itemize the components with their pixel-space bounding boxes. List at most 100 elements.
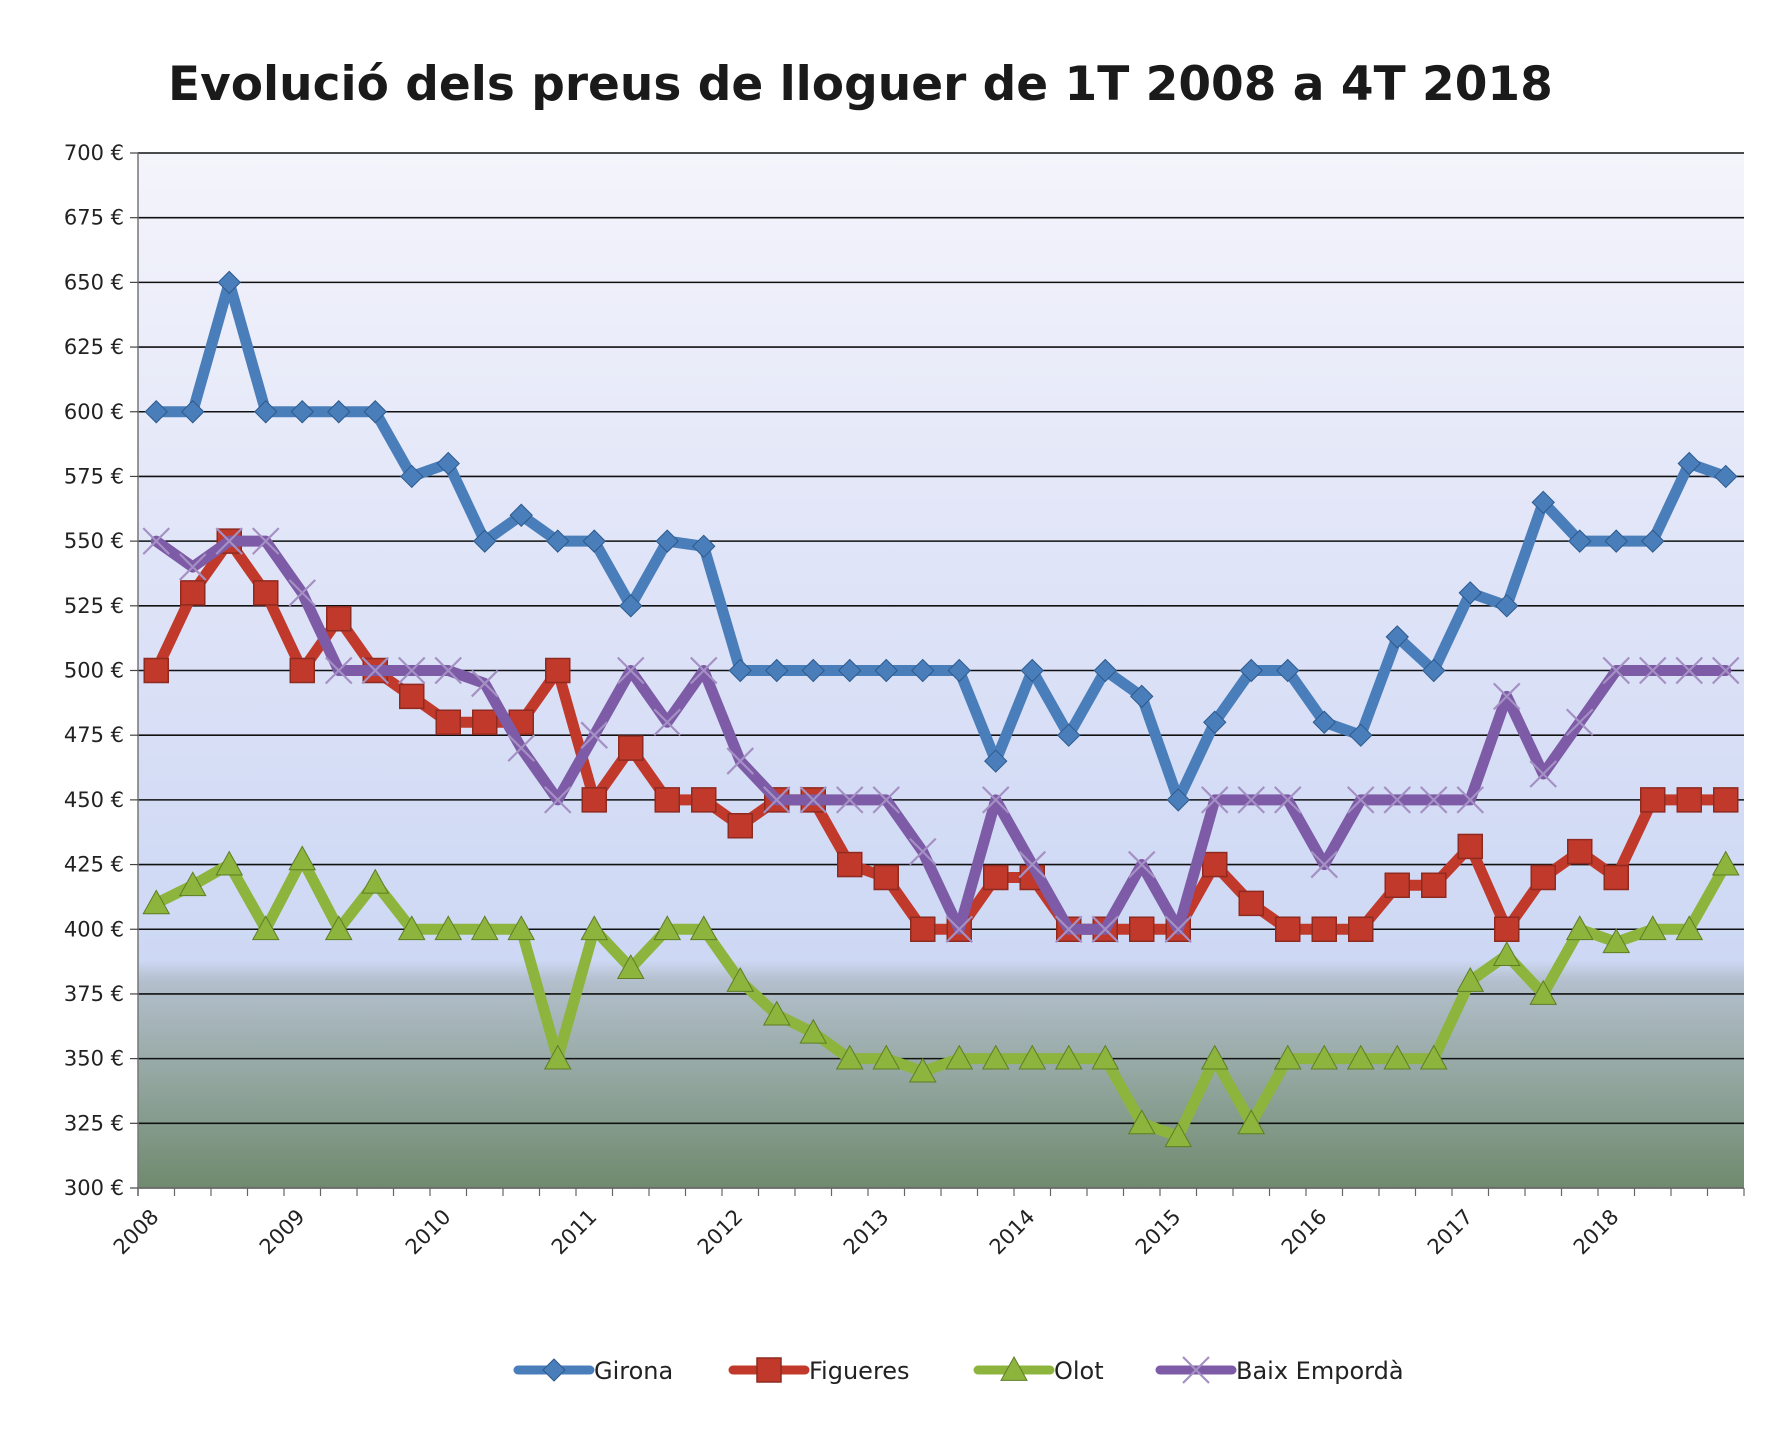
data-point [397,915,426,941]
data-point [1054,1044,1083,1070]
data-point [1057,723,1081,747]
data-point [142,889,171,915]
legend-marker [542,1358,566,1382]
data-point [509,503,533,527]
data-point [507,915,536,941]
data-point [765,658,789,683]
data-point [1492,941,1521,967]
data-point [1238,890,1264,917]
data-point [288,845,317,871]
data-point [1312,710,1336,734]
x-tick-label: 2015 [1131,1205,1186,1260]
data-point [215,850,244,876]
data-point [873,864,899,891]
data-point [180,580,206,606]
data-point [911,658,935,683]
data-point [1164,1122,1193,1148]
x-tick-label: 2016 [1277,1205,1332,1260]
data-point [691,787,717,813]
data-point [692,534,716,559]
data-point [837,851,863,878]
data-point [726,966,755,992]
x-tick-label: 2017 [1423,1205,1478,1260]
data-point [981,786,1010,814]
data-point [400,464,424,489]
data-point [872,1044,901,1070]
data-point [472,709,498,735]
data-point [361,656,390,685]
y-tick-label: 625 € [64,335,124,359]
data-point [1383,1044,1412,1070]
data-point [908,837,937,866]
x-tick-label: 2014 [985,1205,1040,1260]
data-point [546,529,570,553]
data-point [507,734,536,762]
data-point [727,813,753,839]
data-point [1348,916,1374,942]
data-point [581,787,607,813]
data-point [253,580,279,606]
data-point [470,915,499,941]
data-point [799,1018,828,1044]
data-point [1273,1044,1302,1070]
data-point [618,735,644,761]
data-point [874,658,898,683]
data-point [178,553,207,581]
y-tick-label: 675 € [64,206,124,230]
data-point [580,915,609,941]
data-point [726,747,755,775]
data-point [1602,928,1631,954]
data-point [1273,786,1302,814]
x-tick-label: 2011 [547,1205,602,1260]
data-point [799,786,828,814]
data-point [616,954,645,979]
data-point [1565,915,1594,941]
data-point [327,400,351,424]
data-point [655,529,679,553]
data-point [1237,786,1266,814]
data-point [324,915,353,941]
data-point [1385,625,1409,649]
data-point [728,658,752,683]
series-olot [142,845,1740,1148]
data-point [1604,529,1628,553]
y-tick-label: 575 € [64,464,124,488]
data-point [947,658,971,683]
x-tick-label: 2018 [1569,1205,1624,1260]
y-axis-ticks: 300 € 325 € 350 € 375 € 400 € 425 € 450 € 475 €… [64,141,138,1200]
data-point [1675,915,1704,941]
data-point [215,527,244,555]
x-axis-ticks: 2008 2009 2010 2011 2012 2013 2014 2015 2016 2017… [109,1188,1745,1260]
data-point [653,708,682,737]
chart-title: Evolució dels preus de lloguer de 1T 200… [168,57,1553,112]
data-point [580,721,609,749]
data-point [835,786,864,814]
series-lines [142,270,1740,1148]
data-point [254,400,278,424]
legend-marker [1182,1356,1210,1384]
data-point [619,594,643,618]
x-tick-label: 2009 [255,1205,310,1260]
data-point [1275,916,1301,942]
y-tick-label: 600 € [64,400,124,424]
y-tick-label: 450 € [64,788,124,812]
data-point [434,915,463,941]
legend-label: Girona [594,1357,673,1385]
data-point [1567,838,1593,865]
data-point [689,915,718,941]
series-line [150,535,1732,935]
x-tick-label: 2010 [401,1205,456,1260]
y-tick-label: 650 € [64,270,124,294]
data-point [470,669,499,698]
data-point [1456,966,1485,992]
data-point [689,656,718,685]
data-point [838,658,862,683]
data-point [1020,658,1044,683]
y-tick-label: 375 € [64,982,124,1006]
data-point [1677,451,1701,476]
data-point [1711,656,1740,685]
data-point [1714,464,1738,489]
data-point [1531,490,1555,515]
data-point [397,656,426,685]
